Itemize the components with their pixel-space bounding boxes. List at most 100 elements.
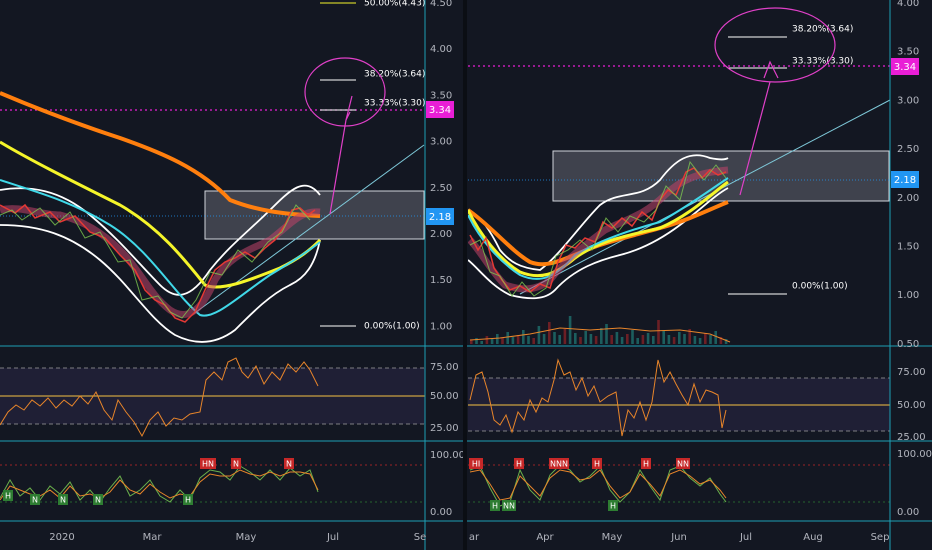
volume-bar — [485, 336, 489, 344]
volume-bar — [631, 330, 634, 344]
volume-bar — [683, 334, 686, 344]
volume-bar — [584, 331, 587, 344]
svg-text:NN: NN — [503, 502, 515, 511]
volume-bar — [714, 331, 717, 344]
left-price-tick: 2.00 — [430, 229, 452, 240]
volume-bar — [719, 337, 723, 344]
left-fib-label-38: 38.20%(3.64) — [364, 70, 425, 80]
left-price-tick: 1.50 — [430, 275, 452, 286]
right-rsi-line — [469, 358, 727, 437]
svg-text:H: H — [492, 502, 498, 511]
right-x-tick: Jun — [670, 532, 687, 543]
stoch-marker: H — [608, 500, 618, 511]
svg-text:NNN: NNN — [550, 460, 568, 469]
volume-bar — [579, 337, 582, 344]
left-price-pane — [0, 2, 425, 343]
left-price-tick: 2.50 — [430, 183, 452, 194]
right-fib-label-38: 38.20%(3.64) — [792, 25, 853, 35]
right-price-band — [468, 166, 729, 293]
svg-text:2.18: 2.18 — [894, 175, 916, 186]
right-price-pane — [468, 36, 890, 344]
svg-text:3.34: 3.34 — [429, 105, 451, 116]
volume-bar — [542, 334, 546, 344]
stoch-marker: HI — [469, 458, 483, 469]
right-trendline — [519, 99, 890, 295]
svg-text:2.18: 2.18 — [429, 212, 451, 223]
stoch-marker: NNN — [549, 458, 569, 469]
svg-text:H: H — [594, 460, 600, 469]
stoch-marker: H — [641, 458, 651, 469]
volume-bar — [657, 320, 660, 344]
left-price-tick: 3.00 — [430, 137, 452, 148]
right-annotation-arrow — [739, 60, 779, 196]
left-bollinger-lower — [0, 224, 321, 343]
right-volume-bars — [470, 316, 728, 344]
volume-bar — [605, 324, 608, 344]
volume-bar — [636, 338, 639, 344]
volume-bar — [688, 329, 691, 344]
volume-bar — [620, 337, 624, 344]
left-rsi-tick: 75.00 — [430, 362, 459, 373]
left-rsi-pane — [0, 357, 425, 438]
svg-text:N: N — [32, 496, 38, 505]
right-stoch-pane: HI H NNN H H NN H NN H — [468, 458, 890, 511]
right-x-tick: Aug — [803, 532, 823, 543]
volume-bar — [594, 336, 598, 344]
right-price-tick: 2.50 — [897, 144, 919, 155]
stoch-marker: H — [490, 500, 500, 511]
svg-text:H: H — [643, 460, 649, 469]
volume-bar — [480, 341, 483, 344]
stoch-marker: NN — [676, 458, 690, 469]
left-stoch-line-1 — [0, 465, 319, 503]
volume-bar — [626, 334, 629, 344]
svg-text:H: H — [610, 502, 616, 511]
stoch-marker: N — [284, 458, 294, 469]
stoch-marker: NN — [502, 500, 516, 511]
svg-text:NN: NN — [677, 460, 689, 469]
volume-bar — [516, 335, 520, 344]
volume-bar — [537, 326, 541, 344]
right-x-tick: ar — [469, 532, 480, 543]
panel-divider — [463, 0, 467, 550]
right-target-badge: 3.34 — [891, 58, 919, 75]
volume-bar — [589, 334, 593, 344]
right-bollinger-upper — [468, 154, 729, 271]
left-price-tick: 4.50 — [430, 0, 452, 9]
volume-bar — [553, 332, 556, 344]
left-rsi-tick: 50.00 — [430, 391, 459, 402]
right-fib-label-0: 0.00%(1.00) — [792, 282, 848, 292]
volume-bar — [532, 338, 535, 344]
left-x-tick: Jul — [326, 532, 339, 543]
volume-bar — [678, 332, 681, 344]
volume-bar — [672, 337, 676, 344]
left-rsi-tick: 25.00 — [430, 423, 459, 434]
right-price-tick: 3.50 — [897, 47, 919, 58]
left-x-tick: May — [236, 532, 257, 543]
left-stoch-tick: 100.00 — [430, 450, 465, 461]
left-price-tick: 3.50 — [430, 90, 452, 101]
stoch-marker: N — [93, 494, 103, 505]
volume-bar — [724, 339, 728, 344]
volume-bar — [662, 331, 665, 344]
stoch-marker: N — [231, 458, 241, 469]
stoch-marker: HN — [200, 458, 216, 469]
left-x-tick: Se — [414, 532, 427, 543]
left-annotation-circle — [304, 57, 386, 127]
volume-bar — [704, 333, 707, 344]
right-price-tick: 1.50 — [897, 242, 919, 253]
volume-bar — [470, 340, 473, 344]
volume-bar — [558, 335, 561, 344]
right-fib-label-33: 33.33%(3.30) — [792, 57, 853, 67]
right-stoch-line-2 — [469, 469, 727, 501]
right-rsi-tick: 75.00 — [897, 367, 926, 378]
left-fib-label-33: 33.33%(3.30) — [364, 99, 425, 109]
svg-text:H: H — [5, 492, 11, 501]
left-fib-label-top: 50.00%(4.43) — [364, 0, 425, 9]
left-price-badge: 2.18 — [426, 208, 454, 225]
left-x-tick: Mar — [143, 532, 163, 543]
right-panel: 38.20%(3.64) 33.33%(3.30) 0.00%(1.00) HI… — [468, 0, 932, 550]
volume-bar — [501, 338, 504, 344]
right-price-tick: 0.50 — [897, 339, 919, 350]
right-bollinger-lower — [468, 187, 729, 300]
